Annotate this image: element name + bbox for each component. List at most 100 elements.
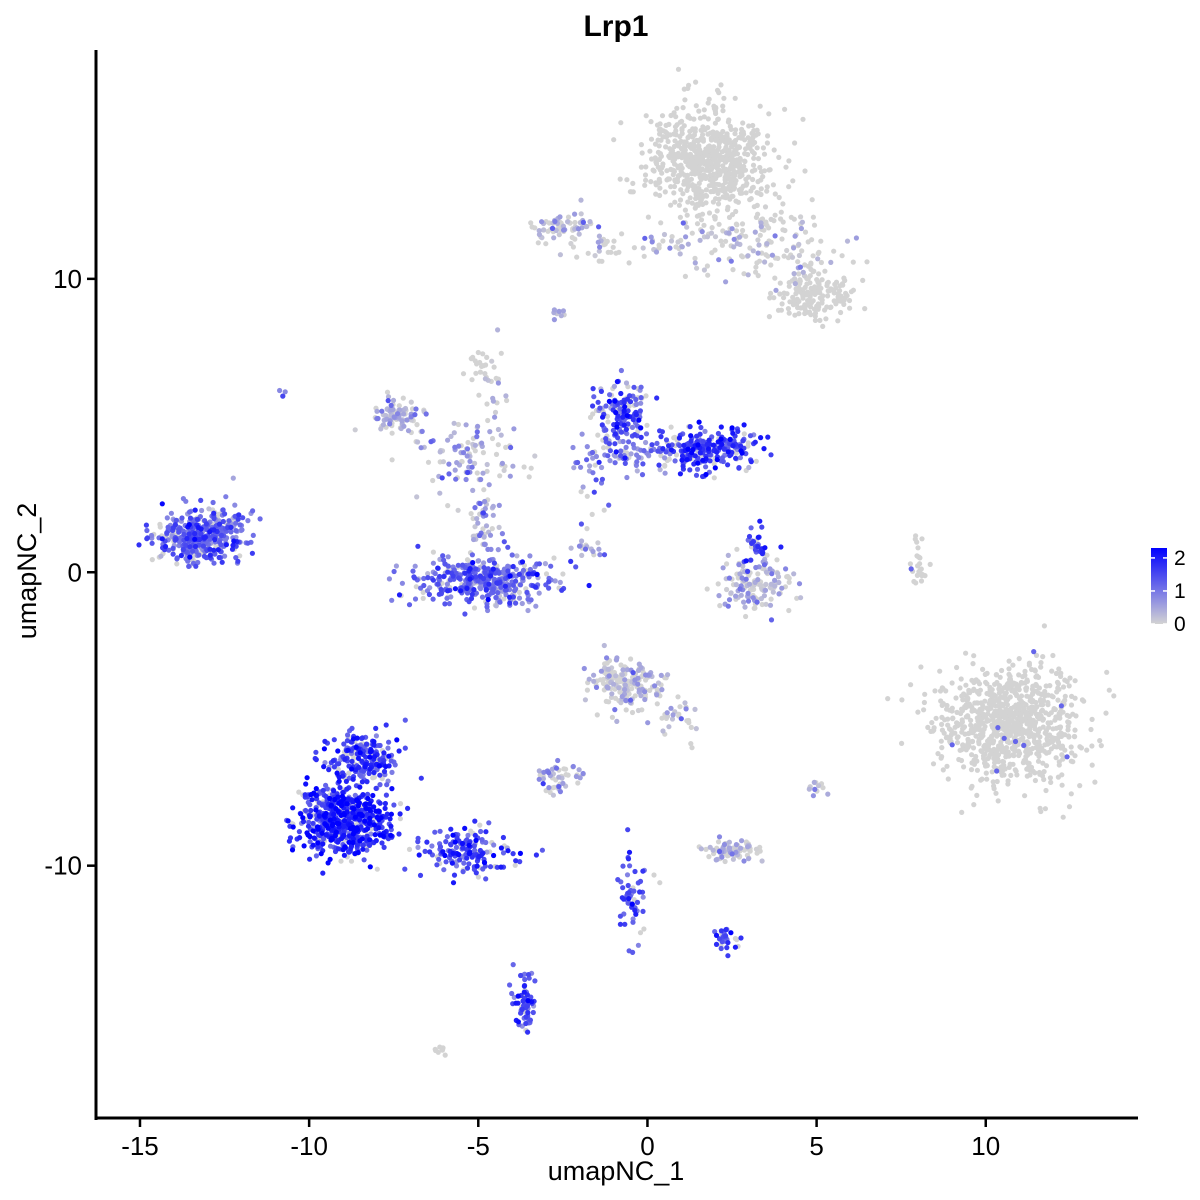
cell-point [399,580,405,586]
cell-point [1007,732,1014,739]
cell-point [557,579,563,586]
cell-point [573,773,580,780]
cell-point [615,677,621,683]
cell-point [502,583,508,589]
cell-point [628,451,634,457]
cell-point [639,150,645,156]
cell-point [483,876,489,882]
cell-point [186,563,192,570]
cell-point [472,442,478,448]
cell-point [703,846,709,853]
cell-point [1000,719,1006,726]
cell-point [635,681,641,687]
cell-point [725,204,731,210]
cell-point [639,472,646,478]
cell-point [733,842,740,848]
cell-point [688,176,695,182]
cell-point [682,172,688,178]
cell-point [773,287,779,293]
cell-point [753,264,759,270]
cell-point [729,851,735,857]
cell-point [1046,711,1052,718]
cell-point [1045,699,1051,706]
cell-point [824,280,830,286]
cell-point [617,921,624,927]
cell-point [543,571,550,577]
cell-point [769,571,775,577]
cell-point [406,846,413,853]
cell-point [1043,787,1049,794]
cell-point [307,856,313,862]
cell-point [579,431,585,437]
cell-point [451,420,457,426]
cell-point [474,429,480,435]
cell-point [1055,697,1061,703]
cell-point [436,591,442,597]
cell-point [968,704,975,710]
cell-point [662,455,668,461]
cell-point [763,569,770,575]
cell-point [758,224,764,230]
cell-point [734,546,740,552]
cell-point [503,444,509,450]
cell-point [1031,649,1037,655]
cell-point [748,459,754,465]
cell-point [739,221,746,227]
cell-point [954,709,960,716]
cell-point [239,527,245,533]
cell-point [442,561,448,567]
cell-point [701,114,707,120]
cell-point [810,253,816,259]
cell-point [739,166,745,173]
cell-point [735,169,741,175]
cell-point [464,446,471,452]
cell-point [469,552,475,558]
cell-point [787,299,793,305]
cell-point [611,238,617,244]
cell-point [1040,717,1046,723]
cell-point [760,145,767,151]
cell-point [1038,660,1044,666]
cell-point [771,295,777,301]
cell-point [1056,762,1062,768]
cell-point [712,234,719,240]
cell-point [797,281,803,287]
cell-point [725,603,731,609]
cell-point [463,422,469,428]
cell-point [993,720,999,726]
cell-point [980,712,986,718]
cell-point [682,700,688,706]
cell-point [548,563,554,569]
cell-point [525,972,532,978]
cell-point [800,269,806,275]
cell-point [622,460,628,466]
cell-point [427,849,433,855]
cell-point [412,596,419,602]
cell-point [661,134,667,140]
cell-point [726,839,733,845]
cell-point [176,529,182,535]
cell-point [918,664,924,670]
cell-point [464,865,471,871]
cell-point [724,136,731,142]
cell-point [595,399,601,405]
cell-point [741,858,747,864]
cell-point [170,551,176,557]
cell-point [1035,758,1042,764]
cell-point [750,122,756,129]
cell-point [528,465,534,471]
cell-point [596,248,602,254]
cell-point [704,586,710,592]
cell-point [763,601,769,607]
cell-point [778,544,784,550]
cell-point [1016,752,1022,759]
cell-point [710,188,717,195]
cell-point [655,448,661,454]
cell-point [776,591,782,597]
cell-point [677,197,684,203]
cell-point [1055,681,1061,687]
cell-point [388,402,394,408]
cell-point [320,870,326,876]
cell-point [1048,746,1054,752]
cell-point [357,772,363,778]
